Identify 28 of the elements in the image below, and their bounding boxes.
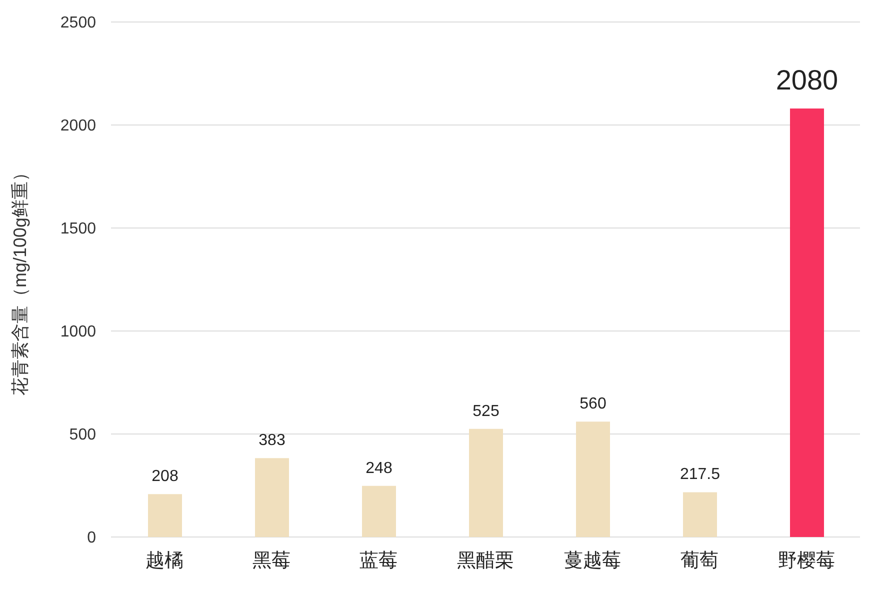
- bar: [469, 428, 503, 537]
- bar: [683, 492, 717, 537]
- y-tick-label: 0: [87, 530, 96, 547]
- y-tick-label: 2000: [60, 118, 96, 135]
- y-tick-label: 1000: [60, 324, 96, 341]
- x-tick-label: 葡萄: [680, 550, 718, 572]
- y-tick-label: 500: [69, 426, 96, 444]
- y-tick-label: 1500: [60, 220, 96, 238]
- bar: [148, 494, 182, 537]
- data-label: 2080: [776, 64, 838, 96]
- x-tick-label: 越橘: [146, 550, 184, 572]
- y-tick-label: 2500: [60, 14, 96, 32]
- x-tick-label: 黑醋栗: [457, 550, 514, 572]
- data-label: 248: [366, 460, 392, 477]
- bar: [362, 486, 396, 537]
- data-label: 383: [258, 432, 286, 450]
- data-label: 208: [152, 468, 178, 486]
- bar: [790, 108, 824, 537]
- x-tick-label: 野樱莓: [778, 550, 835, 572]
- bar: [255, 458, 289, 537]
- data-label: 525: [472, 402, 500, 420]
- data-label: 217.5: [680, 466, 720, 484]
- x-tick-label: 蓝莓: [360, 550, 398, 572]
- y-axis-title: 花青素含量（mg/100g鲜重）: [10, 163, 30, 396]
- x-tick-label: 蔓越莓: [564, 550, 621, 572]
- x-tick-label: 黑莓: [252, 550, 290, 572]
- bar: [576, 422, 610, 537]
- data-label: 560: [580, 396, 606, 413]
